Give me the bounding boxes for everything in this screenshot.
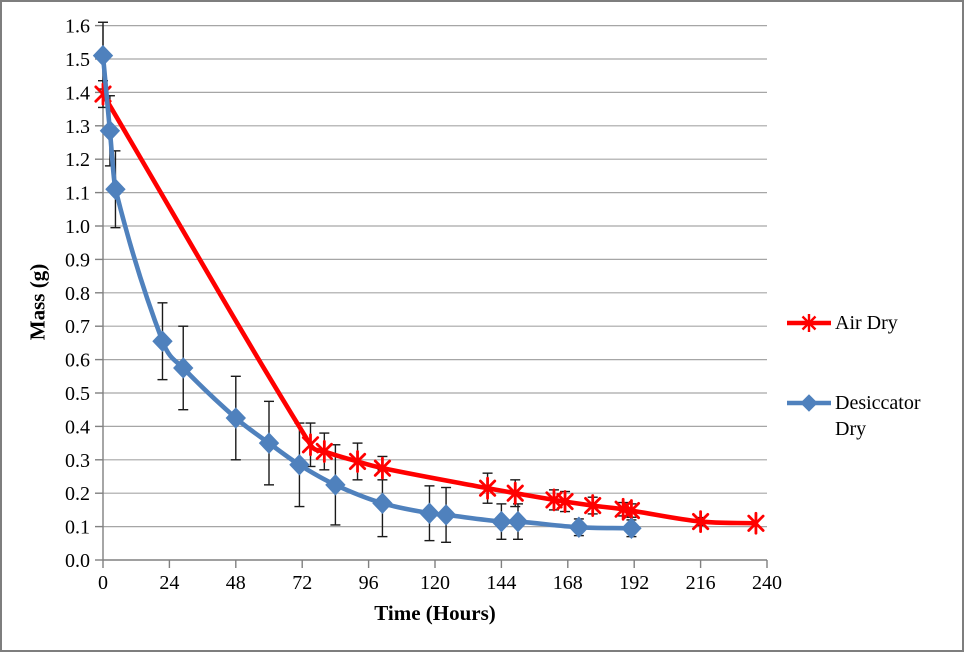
- svg-text:0.6: 0.6: [65, 350, 90, 372]
- svg-text:0.9: 0.9: [65, 249, 90, 271]
- svg-text:240: 240: [752, 572, 782, 594]
- svg-text:0.1: 0.1: [65, 517, 90, 539]
- svg-text:0.7: 0.7: [65, 316, 90, 338]
- svg-text:96: 96: [359, 572, 379, 594]
- y-axis-title: Mass (g): [25, 263, 50, 341]
- axes: [95, 24, 768, 568]
- legend-label-air-dry: Air Dry: [835, 312, 898, 334]
- legend: Air Dry Desiccator Dry: [786, 2, 964, 650]
- svg-text:48: 48: [226, 572, 246, 594]
- gridlines: [103, 25, 767, 528]
- svg-text:168: 168: [553, 572, 583, 594]
- desiccator-dry-legend-marker-icon: [787, 394, 831, 412]
- svg-text:0.8: 0.8: [65, 283, 90, 305]
- svg-text:0.5: 0.5: [65, 383, 90, 405]
- air-dry-legend-marker-icon: [787, 314, 831, 332]
- svg-text:1.3: 1.3: [65, 116, 90, 138]
- svg-text:0.4: 0.4: [65, 416, 90, 438]
- svg-text:1.6: 1.6: [65, 16, 90, 38]
- svg-text:1.0: 1.0: [65, 216, 90, 238]
- legend-item-desiccator-dry[interactable]: Desiccator Dry: [786, 390, 947, 442]
- svg-text:216: 216: [686, 572, 716, 594]
- svg-text:0: 0: [98, 572, 108, 594]
- svg-text:192: 192: [619, 572, 649, 594]
- svg-text:0.2: 0.2: [65, 483, 90, 505]
- error-bars-air-dry: [98, 80, 706, 527]
- x-tick-labels: 0 24 48 72 96 120 144 168 192 216 240: [98, 572, 782, 594]
- svg-text:1.2: 1.2: [65, 149, 90, 171]
- svg-text:1.5: 1.5: [65, 49, 90, 71]
- svg-text:120: 120: [420, 572, 450, 594]
- x-axis-title: Time (Hours): [374, 601, 496, 625]
- svg-text:1.4: 1.4: [65, 82, 90, 104]
- svg-text:144: 144: [486, 572, 516, 594]
- svg-text:0.3: 0.3: [65, 450, 90, 472]
- svg-text:24: 24: [159, 572, 179, 594]
- legend-item-air-dry[interactable]: Air Dry: [786, 310, 898, 336]
- legend-label-desiccator-dry: Desiccator Dry: [835, 392, 921, 440]
- svg-text:72: 72: [292, 572, 312, 594]
- series-desiccator-dry: [92, 44, 642, 539]
- y-tick-labels: 0.0 0.1 0.2 0.3 0.4 0.5 0.6 0.7 0.8 0.9 1.0 1.1 1.2 1…: [65, 16, 90, 572]
- svg-text:1.1: 1.1: [65, 183, 90, 205]
- svg-text:0.0: 0.0: [65, 550, 90, 572]
- series-air-dry: [94, 82, 765, 535]
